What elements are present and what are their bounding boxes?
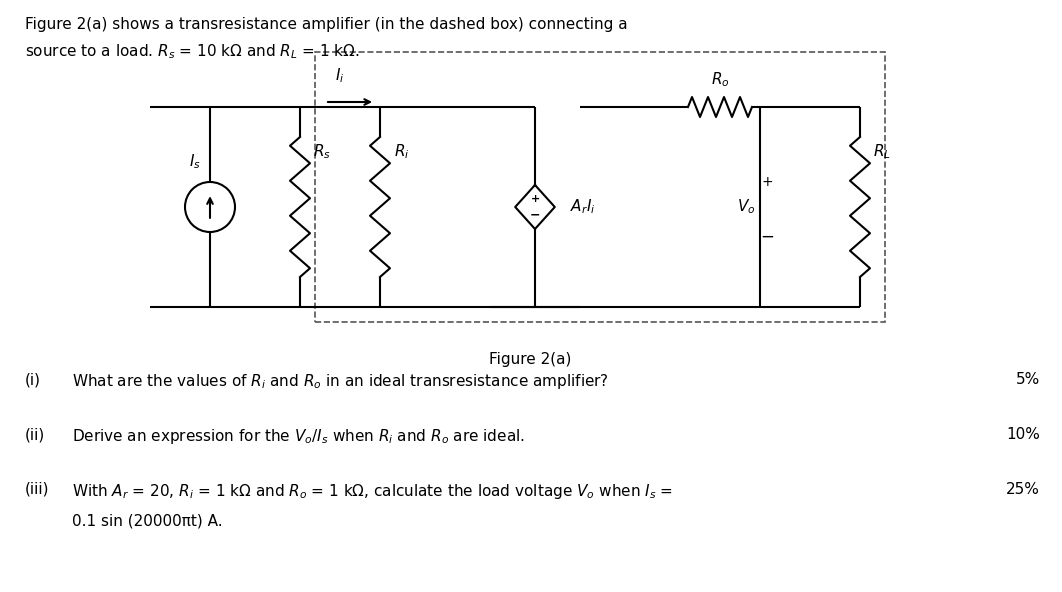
Text: +: + xyxy=(761,175,773,189)
Text: source to a load. $R_s$ = 10 kΩ and $R_L$ = 1 kΩ.: source to a load. $R_s$ = 10 kΩ and $R_L… xyxy=(25,42,359,61)
Text: $V_o$: $V_o$ xyxy=(737,198,755,216)
Text: $I_i$: $I_i$ xyxy=(336,66,345,85)
Text: −: − xyxy=(760,228,774,246)
Text: Figure 2(a): Figure 2(a) xyxy=(489,352,571,367)
Text: 10%: 10% xyxy=(1006,427,1040,442)
Text: With $A_r$ = 20, $R_i$ = 1 kΩ and $R_o$ = 1 kΩ, calculate the load voltage $V_o$: With $A_r$ = 20, $R_i$ = 1 kΩ and $R_o$ … xyxy=(72,482,673,501)
Text: (ii): (ii) xyxy=(25,427,46,442)
Text: (iii): (iii) xyxy=(25,482,50,497)
Text: (i): (i) xyxy=(25,372,41,387)
Text: $I_s$: $I_s$ xyxy=(189,153,201,171)
Text: 5%: 5% xyxy=(1015,372,1040,387)
Text: $A_r I_i$: $A_r I_i$ xyxy=(570,198,596,216)
Text: $R_o$: $R_o$ xyxy=(710,70,730,89)
Text: $R_i$: $R_i$ xyxy=(394,143,410,162)
Text: 0.1 sin (20000πt) A.: 0.1 sin (20000πt) A. xyxy=(72,514,223,529)
Text: $R_s$: $R_s$ xyxy=(313,143,331,162)
Text: 25%: 25% xyxy=(1006,482,1040,497)
Text: −: − xyxy=(530,208,541,221)
Text: What are the values of $R_i$ and $R_o$ in an ideal transresistance amplifier?: What are the values of $R_i$ and $R_o$ i… xyxy=(72,372,609,391)
Text: Derive an expression for the $V_o$/$I_s$ when $R_i$ and $R_o$ are ideal.: Derive an expression for the $V_o$/$I_s$… xyxy=(72,427,525,446)
Text: $R_L$: $R_L$ xyxy=(873,143,891,162)
Text: +: + xyxy=(530,194,539,204)
Text: Figure 2(a) shows a transresistance amplifier (in the dashed box) connecting a: Figure 2(a) shows a transresistance ampl… xyxy=(25,17,628,32)
